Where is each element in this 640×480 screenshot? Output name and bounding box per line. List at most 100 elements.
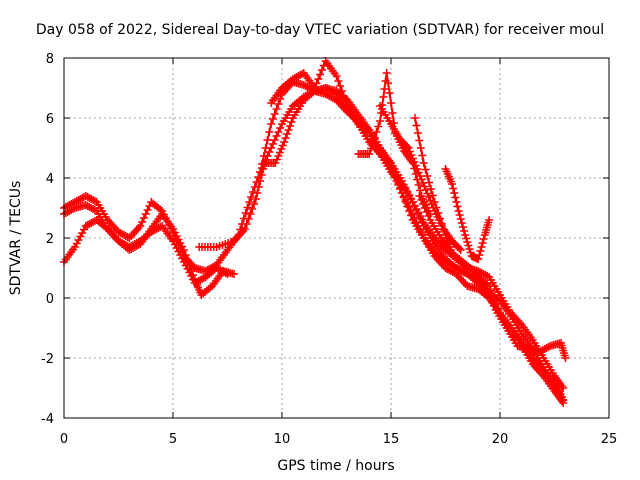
data-point xyxy=(268,140,277,148)
y-tick-label: -2 xyxy=(41,352,54,367)
data-point xyxy=(372,143,381,151)
data-point xyxy=(407,151,416,159)
data-point xyxy=(401,198,410,206)
data-point xyxy=(244,215,253,223)
data-point xyxy=(480,282,489,290)
data-point xyxy=(247,193,256,201)
data-point xyxy=(483,272,492,280)
data-point xyxy=(410,158,419,166)
data-point xyxy=(314,75,323,83)
data-point xyxy=(287,118,296,126)
data-point xyxy=(179,246,188,254)
data-point xyxy=(454,207,463,215)
data-point xyxy=(419,159,428,167)
data-point xyxy=(421,186,430,194)
data-point xyxy=(276,124,285,132)
data-point xyxy=(426,196,435,205)
data-point xyxy=(272,155,281,164)
data-point xyxy=(336,82,345,90)
data-point xyxy=(417,218,426,226)
data-point xyxy=(421,165,430,174)
x-tick-label: 20 xyxy=(492,432,509,447)
x-axis-label: GPS time / hours xyxy=(277,458,394,474)
data-point xyxy=(455,244,464,253)
data-point xyxy=(428,191,437,200)
data-point xyxy=(72,239,81,248)
data-point xyxy=(414,181,423,189)
data-point xyxy=(437,220,446,228)
data-point xyxy=(316,70,325,79)
data-point xyxy=(337,87,346,95)
data-point xyxy=(90,206,99,214)
data-point xyxy=(170,240,179,249)
data-point xyxy=(561,354,570,362)
data-point xyxy=(317,66,326,74)
data-point xyxy=(486,294,495,302)
data-point xyxy=(367,132,376,141)
data-point xyxy=(436,214,445,223)
data-point xyxy=(241,209,250,217)
data-point xyxy=(70,243,79,251)
data-point xyxy=(188,271,197,279)
x-tick-label: 0 xyxy=(60,432,68,447)
data-series xyxy=(60,57,570,407)
data-point xyxy=(420,204,429,212)
y-tick-label: 0 xyxy=(46,292,54,307)
data-point xyxy=(410,114,419,122)
data-point xyxy=(475,251,484,259)
data-point xyxy=(412,206,421,214)
data-point xyxy=(488,298,497,306)
data-point xyxy=(455,211,464,219)
data-point xyxy=(451,193,460,202)
data-point xyxy=(187,266,196,274)
data-point xyxy=(270,110,279,118)
data-point xyxy=(334,77,343,85)
data-point xyxy=(420,182,429,191)
data-point xyxy=(79,225,88,234)
data-point xyxy=(270,136,279,144)
data-point xyxy=(385,89,394,97)
data-point xyxy=(379,93,388,101)
data-point xyxy=(172,232,181,240)
data-point xyxy=(464,241,473,250)
data-point xyxy=(275,148,284,157)
data-point xyxy=(477,243,486,251)
data-point xyxy=(415,192,424,200)
data-point xyxy=(156,223,165,231)
data-point xyxy=(468,265,477,274)
data-point xyxy=(461,269,470,277)
data-point xyxy=(139,214,148,222)
data-point xyxy=(417,175,426,184)
x-tick-label: 5 xyxy=(169,432,177,447)
data-point xyxy=(274,100,283,108)
data-point xyxy=(406,211,415,220)
data-point xyxy=(310,84,319,92)
data-point xyxy=(268,115,277,123)
data-point xyxy=(261,156,270,164)
data-point xyxy=(404,144,413,152)
data-point xyxy=(185,261,194,269)
data-point xyxy=(478,239,487,247)
data-point xyxy=(424,212,433,220)
y-axis-label: SDTVAR / TECUs xyxy=(8,181,24,296)
data-point xyxy=(456,246,465,254)
data-point xyxy=(274,152,283,160)
data-point xyxy=(415,136,424,145)
data-point xyxy=(181,251,190,259)
data-point xyxy=(365,150,374,158)
data-point xyxy=(256,168,265,176)
data-point xyxy=(423,172,432,180)
data-point xyxy=(251,195,260,203)
axis-ticks: 0 5 10 15 20 25 -4 -2 0 2 4 6 8 xyxy=(41,52,617,447)
data-point xyxy=(376,117,385,125)
chart-title: Day 058 of 2022, Sidereal Day-to-day VTE… xyxy=(36,22,604,38)
data-point xyxy=(276,95,285,103)
data-point xyxy=(414,210,423,218)
data-point xyxy=(374,122,383,131)
data-point xyxy=(254,183,263,191)
data-point xyxy=(457,219,466,227)
data-point xyxy=(460,227,469,235)
data-point xyxy=(453,202,462,211)
data-point xyxy=(263,136,272,144)
